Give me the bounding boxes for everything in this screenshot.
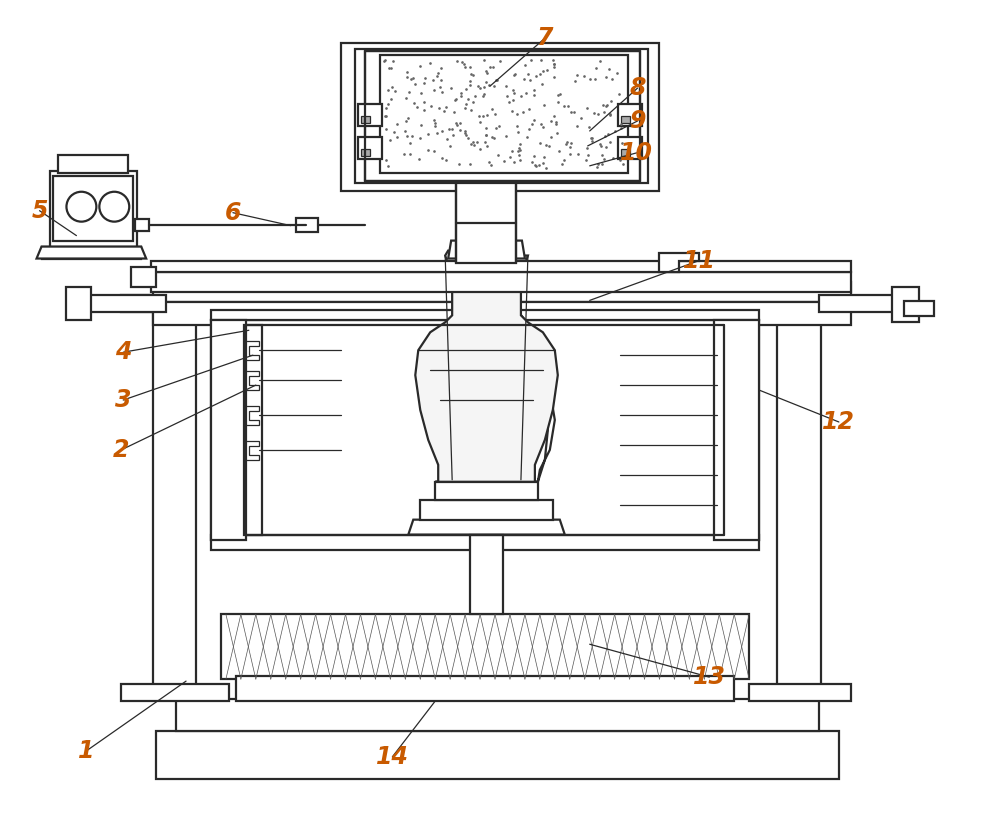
Polygon shape bbox=[245, 371, 259, 390]
Polygon shape bbox=[408, 520, 565, 535]
Polygon shape bbox=[749, 295, 851, 312]
Polygon shape bbox=[892, 287, 919, 322]
Text: 4: 4 bbox=[115, 340, 132, 364]
Text: 5: 5 bbox=[31, 198, 48, 222]
Polygon shape bbox=[448, 241, 525, 258]
Polygon shape bbox=[365, 51, 640, 181]
Text: 3: 3 bbox=[115, 388, 132, 412]
Bar bbox=[135, 218, 149, 231]
Text: 13: 13 bbox=[693, 665, 726, 689]
Bar bbox=[618, 137, 642, 159]
Bar bbox=[361, 149, 370, 156]
Polygon shape bbox=[121, 295, 229, 312]
Polygon shape bbox=[156, 731, 839, 779]
Bar bbox=[714, 320, 759, 540]
Polygon shape bbox=[211, 320, 759, 540]
Text: 14: 14 bbox=[376, 745, 409, 769]
Text: 9: 9 bbox=[629, 109, 646, 133]
Bar bbox=[358, 104, 382, 126]
Text: 8: 8 bbox=[629, 76, 646, 100]
Bar bbox=[618, 104, 642, 126]
Polygon shape bbox=[473, 166, 500, 175]
Bar bbox=[131, 267, 156, 287]
Polygon shape bbox=[37, 247, 146, 258]
Bar bbox=[380, 56, 628, 173]
Polygon shape bbox=[435, 290, 555, 481]
Text: 7: 7 bbox=[537, 27, 553, 51]
Bar bbox=[361, 116, 370, 123]
Polygon shape bbox=[151, 261, 851, 272]
Bar bbox=[58, 155, 128, 173]
Polygon shape bbox=[777, 300, 821, 699]
Polygon shape bbox=[245, 406, 259, 425]
Polygon shape bbox=[153, 302, 851, 325]
Polygon shape bbox=[151, 272, 851, 292]
Text: 6: 6 bbox=[225, 201, 241, 225]
Polygon shape bbox=[245, 441, 259, 460]
Polygon shape bbox=[211, 310, 759, 320]
Polygon shape bbox=[81, 295, 166, 312]
Bar bbox=[358, 137, 382, 159]
Polygon shape bbox=[176, 699, 819, 731]
Polygon shape bbox=[659, 252, 699, 272]
Bar bbox=[470, 535, 503, 614]
Text: 12: 12 bbox=[822, 410, 855, 434]
Bar bbox=[211, 320, 246, 540]
Bar bbox=[244, 325, 262, 535]
Bar bbox=[420, 500, 553, 520]
Bar bbox=[53, 176, 133, 241]
Bar bbox=[470, 211, 503, 221]
Bar bbox=[456, 183, 516, 262]
Polygon shape bbox=[153, 300, 196, 699]
Polygon shape bbox=[245, 341, 259, 360]
Polygon shape bbox=[819, 295, 904, 312]
Bar bbox=[236, 676, 734, 701]
Polygon shape bbox=[66, 287, 91, 320]
Polygon shape bbox=[415, 251, 558, 481]
Bar bbox=[470, 187, 503, 197]
Bar bbox=[621, 149, 630, 156]
Text: 2: 2 bbox=[113, 438, 130, 461]
Text: 10: 10 bbox=[620, 141, 653, 165]
Polygon shape bbox=[211, 535, 759, 549]
Bar bbox=[470, 198, 503, 208]
Bar bbox=[296, 217, 318, 232]
Bar bbox=[221, 614, 749, 679]
Bar bbox=[42, 247, 141, 258]
Bar bbox=[904, 301, 934, 316]
Bar bbox=[621, 116, 630, 123]
Bar bbox=[470, 175, 503, 185]
Text: 1: 1 bbox=[78, 739, 95, 763]
Polygon shape bbox=[749, 684, 851, 701]
Bar bbox=[435, 481, 538, 500]
Polygon shape bbox=[121, 684, 229, 701]
Text: 11: 11 bbox=[683, 248, 716, 272]
Polygon shape bbox=[153, 282, 851, 302]
Bar bbox=[468, 221, 506, 246]
Bar bbox=[50, 171, 137, 252]
